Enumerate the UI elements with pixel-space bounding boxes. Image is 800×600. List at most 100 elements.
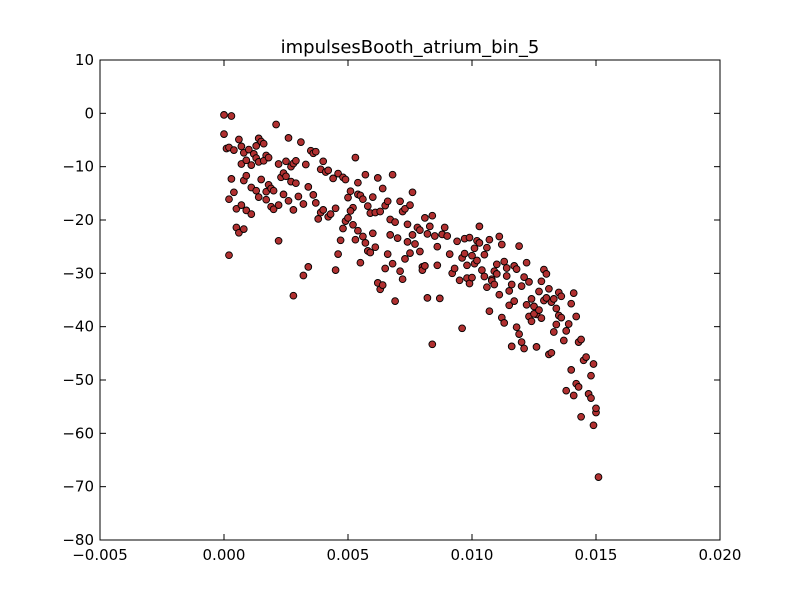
data-point — [542, 270, 551, 278]
data-point — [458, 324, 466, 333]
data-point — [500, 319, 509, 327]
x-tick-label: 0.005 — [327, 546, 370, 564]
data-point — [470, 244, 479, 253]
data-point — [254, 193, 263, 201]
data-point — [403, 220, 412, 229]
data-point — [515, 330, 523, 338]
data-point — [480, 250, 489, 259]
data-point — [396, 267, 404, 276]
data-point — [522, 258, 531, 267]
data-point — [517, 282, 526, 290]
data-point — [406, 201, 414, 209]
data-point — [502, 264, 511, 272]
data-point — [567, 366, 576, 374]
data-point — [433, 242, 442, 251]
data-point — [557, 313, 566, 322]
data-point — [492, 260, 501, 269]
data-point — [378, 184, 387, 193]
y-tick-label: 10 — [75, 51, 94, 69]
data-point — [244, 145, 253, 154]
data-point — [527, 295, 536, 303]
data-point — [351, 235, 360, 244]
data-point — [346, 187, 355, 196]
data-point — [403, 238, 412, 246]
data-point — [339, 224, 347, 233]
data-point — [225, 251, 233, 260]
data-point — [242, 206, 251, 215]
data-point — [433, 261, 442, 270]
data-point — [525, 278, 533, 286]
data-point — [232, 204, 241, 213]
data-point — [574, 383, 583, 391]
data-point — [304, 183, 313, 191]
data-point — [220, 130, 228, 138]
data-point — [587, 371, 595, 380]
data-point — [545, 284, 553, 293]
data-point — [537, 277, 546, 286]
data-point — [366, 248, 375, 257]
x-tick-label: 0.010 — [451, 546, 494, 564]
data-point — [463, 261, 471, 270]
data-point — [396, 197, 404, 206]
data-point — [421, 214, 429, 222]
y-tick-label: −30 — [62, 264, 94, 282]
data-point — [282, 172, 290, 181]
data-point — [368, 193, 377, 201]
data-point — [549, 295, 558, 303]
data-point — [562, 327, 571, 335]
data-point — [252, 186, 261, 195]
data-point — [247, 161, 256, 169]
data-point — [311, 147, 320, 156]
data-point — [530, 310, 538, 318]
data-point — [562, 386, 571, 395]
x-tick-label: 0.000 — [203, 546, 246, 564]
data-point — [279, 190, 288, 199]
data-point — [406, 249, 414, 257]
data-point — [282, 157, 290, 166]
data-point — [289, 206, 298, 214]
data-point — [381, 264, 390, 273]
data-point — [453, 237, 461, 246]
data-point — [388, 259, 397, 268]
data-point — [455, 276, 464, 285]
data-point — [535, 306, 543, 314]
data-point — [421, 262, 429, 270]
data-point — [569, 391, 578, 400]
data-point — [346, 207, 355, 215]
data-point — [336, 236, 345, 245]
data-point — [344, 214, 352, 222]
data-point — [386, 231, 395, 239]
data-point — [359, 232, 367, 241]
data-point — [237, 201, 246, 209]
data-point — [430, 232, 439, 240]
data-point — [401, 255, 409, 263]
data-point — [324, 166, 333, 175]
data-point — [393, 234, 402, 242]
data-point — [557, 292, 566, 301]
data-point — [331, 266, 340, 274]
data-point — [334, 250, 342, 258]
chart-title: impulsesBooth_atrium_bin_5 — [281, 37, 540, 58]
data-point — [537, 314, 546, 322]
data-point — [247, 210, 256, 218]
data-point — [478, 266, 486, 274]
data-point — [269, 186, 278, 195]
data-point — [359, 195, 367, 204]
data-point — [428, 340, 437, 349]
data-point — [473, 256, 481, 265]
data-point — [326, 210, 335, 218]
data-point — [475, 222, 484, 231]
data-point — [512, 323, 521, 332]
data-point — [567, 299, 576, 308]
data-point — [594, 473, 603, 481]
data-point — [301, 160, 310, 169]
y-tick-label: −70 — [62, 478, 94, 496]
data-point — [227, 175, 236, 183]
data-point — [485, 307, 494, 316]
data-point — [582, 353, 590, 361]
y-tick-label: −50 — [62, 371, 94, 389]
data-point — [242, 156, 251, 165]
data-point — [356, 258, 365, 267]
data-point — [569, 289, 578, 297]
